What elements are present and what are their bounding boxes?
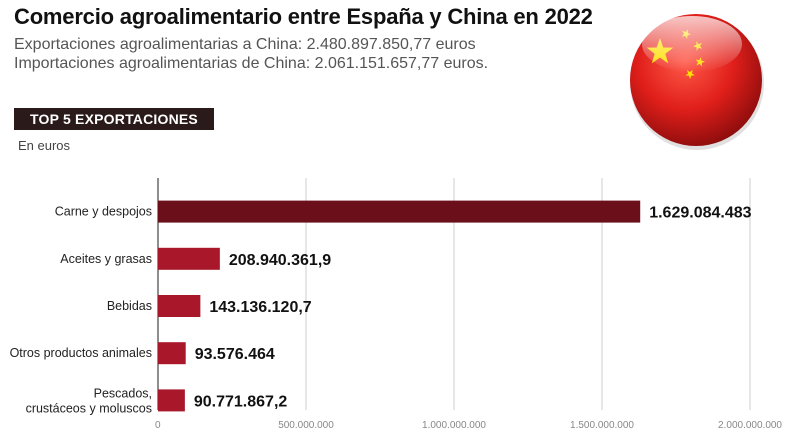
bar xyxy=(158,389,185,412)
bar xyxy=(158,295,201,317)
category-label: Otros productos animales xyxy=(10,346,152,360)
imports-total-text: Importaciones agroalimentarias de China:… xyxy=(14,55,489,72)
category-label: Pescados, crustáceos y moluscos xyxy=(26,386,152,415)
value-label: 90.771.867,2 xyxy=(194,393,288,410)
section-badge: TOP 5 EXPORTACIONES xyxy=(14,108,214,130)
bar xyxy=(158,200,641,223)
china-flag-icon xyxy=(630,14,764,150)
value-label: 143.136.120,7 xyxy=(209,299,311,316)
chart-title: Comercio agroalimentario entre España y … xyxy=(14,4,593,29)
category-label: Carne y despojos xyxy=(55,205,152,219)
bar xyxy=(158,247,220,270)
bar xyxy=(158,342,186,365)
units-label: En euros xyxy=(18,138,71,153)
bar-chart: Carne y despojos 1.629.084.483 Aceites y g… xyxy=(10,178,782,431)
x-tick-label: 500.000.000 xyxy=(278,420,334,431)
category-label: Aceites y grasas xyxy=(60,252,152,266)
x-tick-label: 1.500.000.000 xyxy=(570,420,634,431)
flag-small-star-icon xyxy=(685,69,695,79)
x-tick-label: 0 xyxy=(155,420,161,431)
value-label: 93.576.464 xyxy=(195,346,275,363)
value-label: 1.629.084.483 xyxy=(649,205,751,222)
exports-total-text: Exportaciones agroalimentarias a China: … xyxy=(14,36,476,53)
x-tick-label: 2.000.000.000 xyxy=(718,420,782,431)
value-label: 208.940.361,9 xyxy=(229,252,331,269)
category-label: Bebidas xyxy=(107,299,152,313)
x-tick-label: 1.000.000.000 xyxy=(422,420,486,431)
